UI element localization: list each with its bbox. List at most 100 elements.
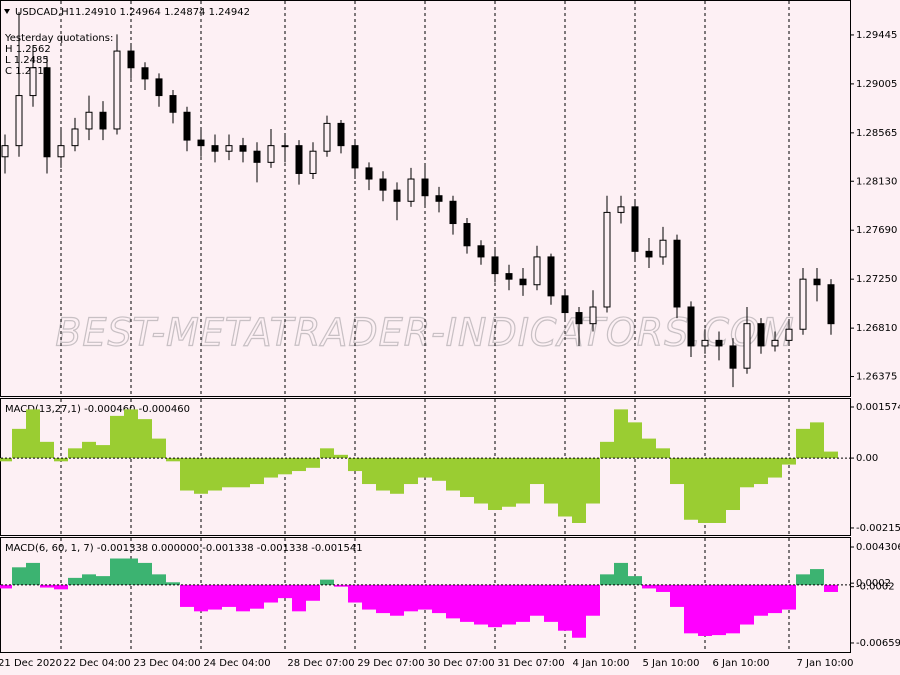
annotation: L 1.2485 <box>5 55 49 66</box>
histogram-bar <box>26 562 40 585</box>
histogram-bar <box>418 458 432 478</box>
candle-body <box>519 278 527 286</box>
candle-body <box>71 128 79 147</box>
x-tick-label: 31 Dec 07:00 <box>497 658 564 669</box>
y-tick-label: 1.29005 <box>856 79 897 90</box>
candle-body <box>295 145 303 174</box>
candle-body <box>631 206 639 252</box>
histogram-bar <box>390 458 404 494</box>
histogram-bar <box>236 458 250 488</box>
candle-body <box>547 256 555 297</box>
x-tick-label: 28 Dec 07:00 <box>287 658 354 669</box>
x-tick-label: 23 Dec 04:00 <box>133 658 200 669</box>
histogram-bar <box>558 584 572 631</box>
candle-body <box>645 250 653 258</box>
candle-body <box>561 295 569 314</box>
histogram-bar <box>404 584 418 612</box>
histogram-bar <box>236 584 250 612</box>
histogram-bar <box>796 574 810 585</box>
histogram-bar <box>502 458 516 507</box>
histogram-bar <box>96 445 110 459</box>
y-tick-label: 1.27250 <box>856 274 897 285</box>
histogram-bar <box>656 448 670 459</box>
x-tick-label: 5 Jan 10:00 <box>643 658 700 669</box>
y-tick-label: -0.002153 <box>856 523 900 534</box>
histogram-bar <box>432 584 446 614</box>
symbol: USDCAD,H1 <box>15 7 75 18</box>
candle-body <box>141 67 149 80</box>
histogram-bar <box>446 584 460 619</box>
y-tick-label: 1.29445 <box>856 30 897 41</box>
candle-body <box>15 95 23 147</box>
candle-body <box>575 312 583 325</box>
histogram-bar <box>96 576 110 585</box>
candle-body <box>491 256 499 275</box>
histogram-bar <box>306 458 320 468</box>
menu-arrow <box>4 9 10 14</box>
histogram-bar <box>292 584 306 612</box>
histogram-bar <box>362 584 376 610</box>
candle-body <box>505 273 513 280</box>
histogram-bar <box>264 458 278 478</box>
panel-frame <box>0 537 851 653</box>
candle-body <box>57 145 65 158</box>
candle-body <box>463 223 471 247</box>
histogram-bar <box>614 562 628 585</box>
histogram-bar <box>712 458 726 523</box>
candle-body <box>687 306 695 347</box>
histogram-bar <box>642 438 656 459</box>
y-tick-label: 1.27690 <box>856 225 897 236</box>
histogram-bar <box>544 458 558 504</box>
indicator-label: MACD(13,27,1) -0.000460 -0.000460 <box>5 404 190 415</box>
histogram-bar <box>362 458 376 485</box>
histogram-bar <box>698 458 712 523</box>
x-tick-label: 7 Jan 10:00 <box>797 658 854 669</box>
histogram-bar <box>698 584 712 636</box>
annotation: H 1.2562 <box>5 44 51 55</box>
histogram-bar <box>628 422 642 459</box>
histogram-bar <box>474 584 488 625</box>
histogram-bar <box>782 584 796 610</box>
candle-body <box>379 178 387 191</box>
quote: 1.24910 1.24964 1.24874 1.24942 <box>75 7 250 18</box>
histogram-bar <box>222 458 236 488</box>
histogram-bar <box>250 458 264 485</box>
candle-body <box>127 50 135 69</box>
y-tick-label: 0.0002 <box>856 578 891 589</box>
candle-body <box>351 145 359 169</box>
candle-body <box>85 111 93 130</box>
candle-body <box>267 145 275 163</box>
histogram-bar <box>824 451 838 459</box>
histogram-bar <box>82 441 96 459</box>
histogram-bar <box>600 441 614 459</box>
histogram-bar <box>474 458 488 504</box>
candle-body <box>533 256 541 286</box>
histogram-bar <box>656 584 670 592</box>
histogram-bar <box>152 438 166 459</box>
histogram-bar <box>12 567 26 585</box>
x-tick-label: 24 Dec 04:00 <box>203 658 270 669</box>
candle-body <box>435 195 443 202</box>
histogram-bar <box>68 577 82 585</box>
histogram-bar <box>404 458 418 485</box>
histogram-bar <box>180 584 194 607</box>
histogram-bar <box>768 584 782 614</box>
histogram-bar <box>194 458 208 494</box>
histogram-bar <box>796 428 810 459</box>
candle-body <box>253 150 261 163</box>
histogram-bar <box>572 458 586 523</box>
y-tick-label: 0.001574 <box>856 402 900 413</box>
candle-body <box>365 167 373 180</box>
histogram-bar <box>810 422 824 459</box>
histogram-bar <box>684 458 698 520</box>
histogram-bar <box>488 458 502 511</box>
histogram-bar <box>166 458 180 462</box>
histogram-bar <box>124 558 138 585</box>
histogram-bar <box>740 458 754 488</box>
histogram-bar <box>586 584 600 616</box>
histogram-bar <box>348 458 362 472</box>
x-tick-label: 4 Jan 10:00 <box>573 658 630 669</box>
histogram-bar <box>194 584 208 612</box>
histogram-bar <box>0 458 12 462</box>
histogram-bar <box>726 584 740 634</box>
